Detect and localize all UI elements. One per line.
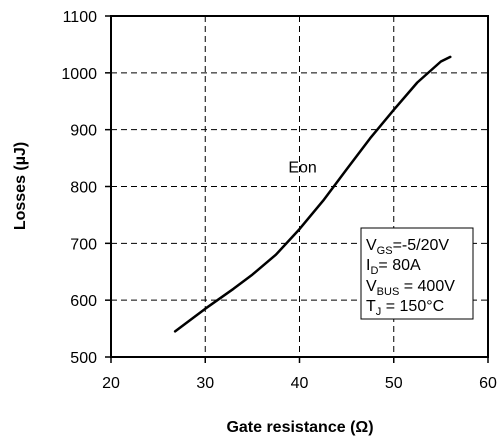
y-axis-title: Losses (µJ) xyxy=(12,142,29,230)
y-tick-label-600: 600 xyxy=(70,293,97,310)
y-tick-label-500: 500 xyxy=(70,350,97,367)
x-tick-labels: 20 30 40 50 60 xyxy=(102,375,497,392)
x-axis-title: Gate resistance (Ω) xyxy=(226,419,373,436)
annotation-eon: Eon xyxy=(288,160,316,177)
x-tick-label-60: 60 xyxy=(479,375,497,392)
y-tick-labels: 500 600 700 800 900 1000 1100 xyxy=(61,9,97,367)
y-tick-label-1000: 1000 xyxy=(61,66,97,83)
y-tick-label-700: 700 xyxy=(70,236,97,253)
y-tick-label-1100: 1100 xyxy=(63,9,98,26)
y-tick-label-900: 900 xyxy=(70,123,97,140)
y-tick-label-800: 800 xyxy=(70,180,97,197)
conditions-box-border xyxy=(360,227,474,320)
conditions-box: VGS=-5/20V ID= 80A VBUS = 400V TJ = 150°… xyxy=(360,227,474,320)
tick-marks xyxy=(105,15,489,363)
x-tick-label-40: 40 xyxy=(291,375,309,392)
condition-vbus: VBUS = 400V xyxy=(366,278,455,298)
x-tick-label-50: 50 xyxy=(385,375,403,392)
condition-id: ID= 80A xyxy=(366,257,421,277)
series-line-eon xyxy=(173,55,452,333)
condition-vgs: VGS=-5/20V xyxy=(366,237,449,257)
condition-tj: TJ = 150°C xyxy=(366,298,444,318)
x-tick-label-30: 30 xyxy=(196,375,214,392)
series-layer xyxy=(173,55,452,333)
x-tick-label-20: 20 xyxy=(102,375,120,392)
